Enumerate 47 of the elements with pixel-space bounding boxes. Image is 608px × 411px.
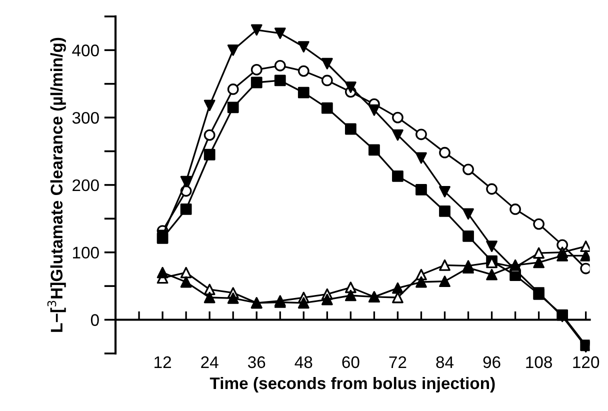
point — [533, 247, 545, 259]
point — [439, 186, 450, 198]
point — [416, 276, 427, 288]
y-tick-label: 300 — [72, 112, 99, 124]
x-tick-label: 36 — [248, 356, 266, 368]
point — [321, 58, 333, 70]
point — [274, 28, 286, 39]
point — [250, 24, 262, 36]
point — [344, 290, 356, 302]
point — [344, 82, 356, 93]
x-tick-label: 108 — [526, 356, 552, 368]
x-tick-label: 60 — [342, 356, 360, 368]
point — [533, 256, 545, 268]
point — [156, 266, 168, 278]
point — [486, 240, 498, 252]
point — [462, 208, 474, 220]
point — [368, 104, 380, 116]
x-tick-label: 72 — [389, 356, 406, 368]
x-tick-label: 24 — [201, 356, 218, 368]
x-axis-title: Time (seconds from bolus injection) — [210, 376, 495, 392]
x-tick-label: 84 — [436, 356, 454, 368]
y-tick-label: 100 — [73, 246, 99, 259]
point — [556, 250, 568, 262]
point — [204, 100, 216, 112]
point — [227, 292, 239, 304]
point — [416, 152, 427, 164]
point — [392, 129, 404, 141]
point — [180, 176, 192, 188]
point — [180, 266, 192, 278]
point — [439, 276, 450, 288]
point — [486, 268, 498, 280]
x-tick-label: 120 — [573, 356, 600, 368]
point — [227, 44, 239, 56]
point — [180, 276, 192, 288]
point — [298, 41, 310, 52]
point — [392, 282, 404, 294]
point — [298, 297, 310, 309]
y-tick-label: 0 — [90, 314, 99, 326]
x-tick-label: 96 — [483, 356, 500, 368]
x-tick-label: 48 — [294, 356, 312, 368]
point — [439, 259, 450, 271]
y-tick-label: 400 — [72, 44, 99, 56]
point — [321, 294, 333, 306]
x-tick-label: 12 — [154, 356, 171, 368]
point — [204, 292, 216, 304]
y-axis-title: L−[$^{3}$H]Glutamate Clearance (µl/min/g) — [47, 38, 66, 332]
y-tick-label: 200 — [72, 179, 99, 192]
